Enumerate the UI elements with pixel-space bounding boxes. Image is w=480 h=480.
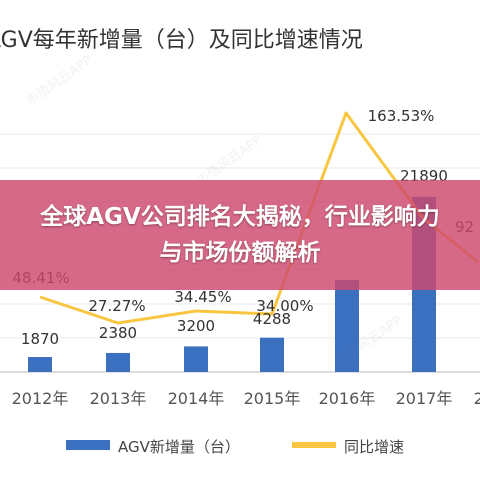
bar-2013年	[106, 352, 130, 372]
x-tick-label: 2013年	[90, 389, 147, 408]
bar-value-label: 1870	[21, 330, 59, 348]
x-tick-label: 2014年	[168, 389, 225, 408]
legend-bar-swatch	[66, 440, 110, 450]
bar-value-label: 3200	[177, 317, 215, 335]
bar-2016年	[335, 280, 359, 372]
growth-value-label: 163.53%	[368, 107, 435, 125]
x-tick-label: 2012年	[12, 389, 69, 408]
bar-2014年	[184, 346, 208, 372]
headline-banner: 全球AGV公司排名大揭秘，行业影响力与市场份额解析	[0, 180, 480, 290]
x-axis-ticks: 2012年 2013年 2014年 2015年 2016年 2017年 2018年	[12, 389, 480, 408]
growth-value-label: 34.45%	[174, 288, 231, 306]
growth-value-label: 27.27%	[88, 297, 145, 315]
chart-title: AGV每年新增量（台）及同比增速情况	[0, 28, 363, 53]
growth-value-label: 34.00%	[256, 297, 313, 315]
bar-2015年	[260, 337, 284, 372]
legend-bar-label: AGV新增量（台）	[118, 438, 240, 456]
legend-line-label: 同比增速	[344, 438, 404, 456]
legend-line-swatch	[292, 442, 336, 448]
x-tick-label: 2017年	[396, 389, 453, 408]
bar-2012年	[28, 357, 52, 372]
bar-value-label: 4288	[253, 310, 291, 328]
x-tick-label: 2015年	[244, 389, 301, 408]
x-tick-label: 2018年	[474, 389, 480, 408]
legend: AGV新增量（台） 同比增速	[66, 438, 404, 456]
x-tick-label: 2016年	[319, 389, 376, 408]
bar-value-label: 2380	[99, 324, 137, 342]
headline-text: 全球AGV公司排名大揭秘，行业影响力与市场份额解析	[40, 204, 440, 266]
